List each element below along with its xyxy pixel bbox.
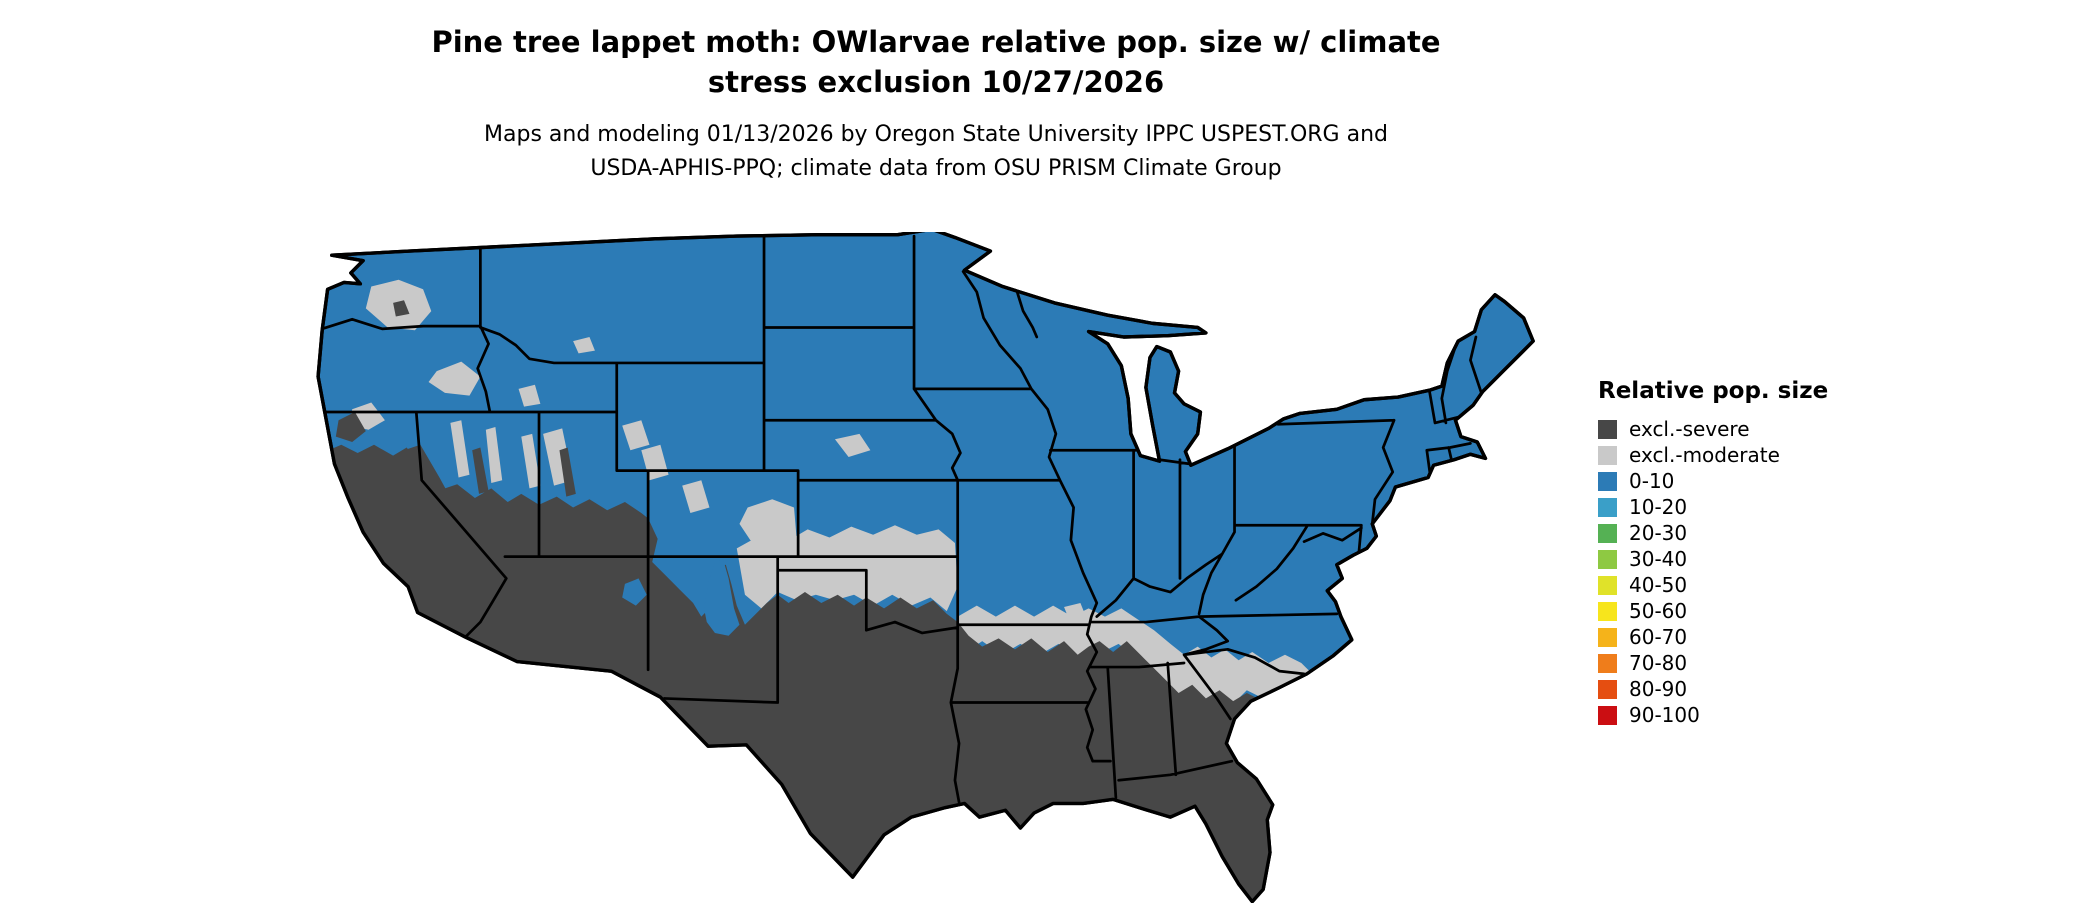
legend-items: excl.-severe excl.-moderate 0-10 10-20 20-30… bbox=[1598, 416, 1878, 728]
legend-swatch bbox=[1598, 419, 1617, 439]
legend-label: 30-40 bbox=[1629, 547, 1688, 571]
legend-item-10-20: 10-20 bbox=[1598, 494, 1878, 520]
legend-label: 50-60 bbox=[1629, 599, 1688, 623]
map-title-line1: Pine tree lappet moth: OWlarvae relative… bbox=[431, 25, 1441, 59]
title-block: Pine tree lappet moth: OWlarvae relative… bbox=[0, 22, 1872, 186]
legend-swatch bbox=[1598, 549, 1617, 569]
legend-swatch bbox=[1598, 471, 1617, 491]
exclusion-moderate-region bbox=[349, 279, 1313, 704]
us-map bbox=[316, 232, 1535, 903]
legend-item-excl-moderate: excl.-moderate bbox=[1598, 442, 1878, 468]
map-subtitle-line2: USDA-APHIS-PPQ; climate data from OSU PR… bbox=[590, 156, 1282, 181]
state-borders bbox=[318, 234, 1483, 804]
map-title-line2: stress exclusion 10/27/2026 bbox=[707, 65, 1165, 99]
legend-item-excl-severe: excl.-severe bbox=[1598, 416, 1878, 442]
legend-swatch bbox=[1598, 445, 1617, 465]
us-outline bbox=[316, 232, 1535, 903]
subtitle-block: Maps and modeling 01/13/2026 by Oregon S… bbox=[0, 118, 1872, 186]
legend-item-90-100: 90-100 bbox=[1598, 702, 1878, 728]
population-blue-pockets bbox=[331, 469, 740, 636]
legend: Relative pop. size excl.-severe excl.-mod… bbox=[1598, 378, 1878, 728]
legend-swatch bbox=[1598, 523, 1617, 543]
map-subtitle-line1: Maps and modeling 01/13/2026 by Oregon S… bbox=[484, 122, 1388, 147]
legend-label: 20-30 bbox=[1629, 521, 1688, 545]
legend-title: Relative pop. size bbox=[1598, 378, 1829, 404]
legend-label: 60-70 bbox=[1629, 625, 1688, 649]
legend-swatch bbox=[1598, 627, 1617, 647]
legend-item-40-50: 40-50 bbox=[1598, 572, 1878, 598]
legend-swatch bbox=[1598, 575, 1617, 595]
legend-item-80-90: 80-90 bbox=[1598, 676, 1878, 702]
legend-label: excl.-severe bbox=[1629, 417, 1750, 441]
legend-label: excl.-moderate bbox=[1629, 443, 1780, 467]
legend-item-50-60: 50-60 bbox=[1598, 598, 1878, 624]
legend-label: 80-90 bbox=[1629, 677, 1688, 701]
legend-item-20-30: 20-30 bbox=[1598, 520, 1878, 546]
legend-item-0-10: 0-10 bbox=[1598, 468, 1878, 494]
legend-label: 10-20 bbox=[1629, 495, 1688, 519]
legend-item-70-80: 70-80 bbox=[1598, 650, 1878, 676]
legend-swatch bbox=[1598, 705, 1617, 725]
legend-item-30-40: 30-40 bbox=[1598, 546, 1878, 572]
legend-label: 40-50 bbox=[1629, 573, 1688, 597]
legend-item-60-70: 60-70 bbox=[1598, 624, 1878, 650]
legend-label: 0-10 bbox=[1629, 469, 1675, 493]
legend-swatch bbox=[1598, 679, 1617, 699]
legend-swatch bbox=[1598, 601, 1617, 621]
legend-label: 70-80 bbox=[1629, 651, 1688, 675]
legend-swatch bbox=[1598, 653, 1617, 673]
legend-label: 90-100 bbox=[1629, 703, 1700, 727]
legend-swatch bbox=[1598, 497, 1617, 517]
